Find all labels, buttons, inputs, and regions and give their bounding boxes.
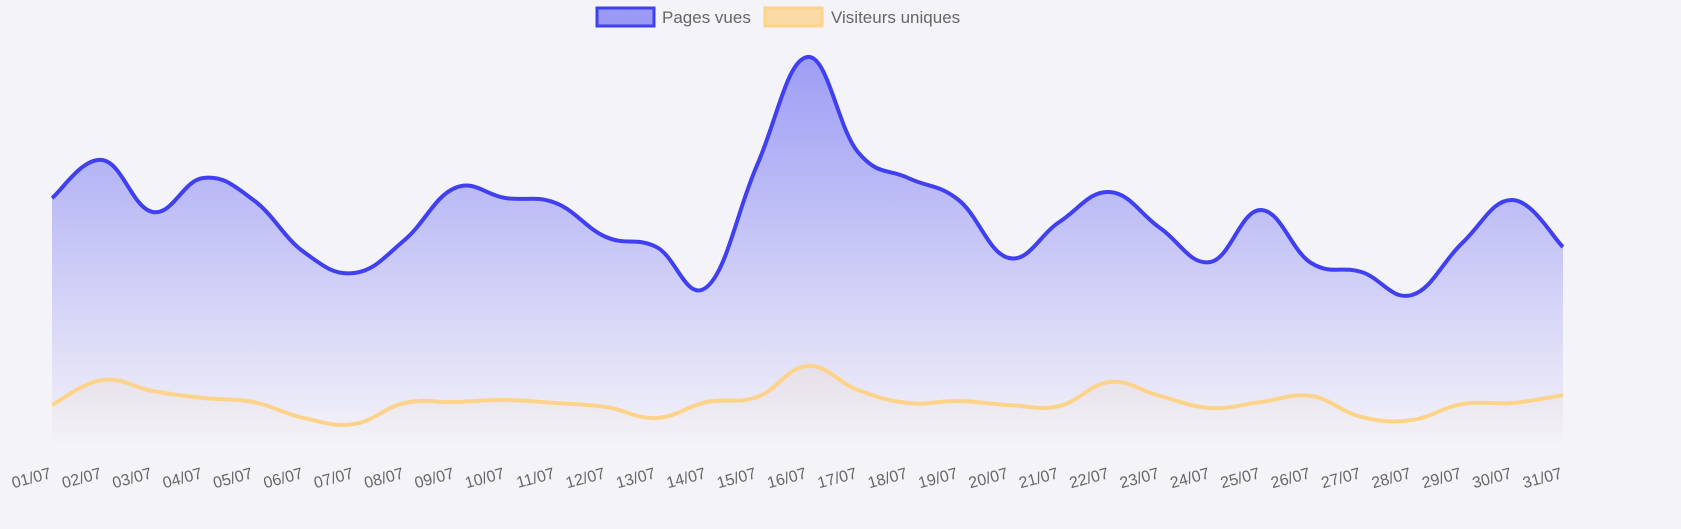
- x-tick-label: 22/07: [1068, 465, 1111, 492]
- x-tick-label: 20/07: [967, 465, 1010, 492]
- line: [50, 55, 1565, 298]
- x-tick-label: 10/07: [463, 465, 506, 492]
- x-tick-label: 29/07: [1420, 465, 1463, 492]
- legend-label: Visiteurs uniques: [831, 8, 960, 27]
- legend-label: Pages vues: [662, 8, 751, 27]
- x-tick-label: 04/07: [161, 465, 204, 492]
- x-tick-label: 13/07: [614, 465, 657, 492]
- x-tick-label: 09/07: [413, 465, 456, 492]
- x-tick-label: 03/07: [111, 465, 154, 492]
- x-tick-label: 11/07: [515, 465, 557, 492]
- x-tick-label: 23/07: [1118, 465, 1161, 492]
- area-fill: [52, 365, 1563, 445]
- x-tick-label: 14/07: [665, 465, 708, 492]
- x-tick-label: 30/07: [1471, 465, 1514, 492]
- line: [51, 363, 1564, 427]
- x-tick-label: 18/07: [866, 465, 909, 492]
- x-tick-label: 06/07: [262, 465, 305, 492]
- x-tick-label: 24/07: [1168, 465, 1211, 492]
- x-tick-label: 02/07: [60, 465, 103, 492]
- x-tick-label: 12/07: [564, 465, 607, 492]
- x-tick-label: 28/07: [1370, 465, 1413, 492]
- x-tick-label: 31/07: [1521, 465, 1564, 492]
- x-tick-label: 17/07: [816, 465, 859, 492]
- legend-swatch: [763, 6, 824, 28]
- x-tick-label: 08/07: [363, 465, 406, 492]
- x-tick-label: 16/07: [765, 465, 808, 492]
- x-tick-label: 05/07: [211, 465, 254, 492]
- x-tick-label: 19/07: [917, 465, 960, 492]
- x-tick-label: 15/07: [715, 465, 758, 492]
- x-tick-label: 07/07: [312, 465, 355, 492]
- x-tick-label: 21/07: [1017, 465, 1060, 492]
- x-tick-label: 27/07: [1319, 465, 1362, 492]
- area-fill: [52, 56, 1563, 445]
- x-tick-label: 26/07: [1269, 465, 1312, 492]
- legend: Pages vues Visiteurs uniques: [595, 6, 960, 28]
- legend-swatch: [595, 6, 656, 28]
- x-tick-label: 25/07: [1219, 465, 1262, 492]
- x-tick-label: 01/07: [10, 465, 53, 492]
